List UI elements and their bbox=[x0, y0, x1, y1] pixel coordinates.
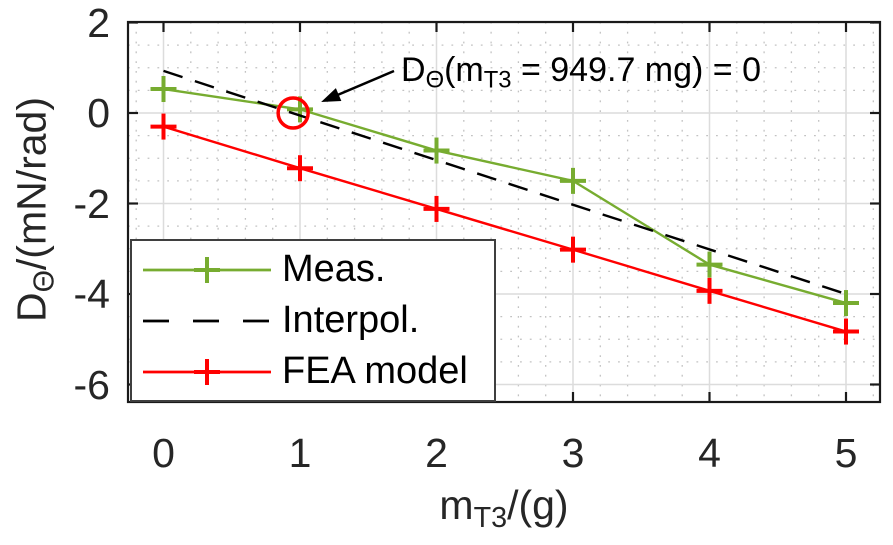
legend-line-sample-icon bbox=[143, 319, 271, 322]
legend-label: Interpol. bbox=[282, 299, 420, 341]
x-label-subscript: T3 bbox=[473, 502, 508, 535]
y-tick-label--2: -2 bbox=[73, 180, 110, 227]
x-label-main: m bbox=[439, 482, 474, 528]
series-line bbox=[163, 125, 847, 333]
series-line bbox=[163, 87, 847, 305]
y-tick-label-2: 2 bbox=[87, 0, 110, 46]
series-line bbox=[163, 69, 847, 296]
legend-line-sample-icon bbox=[143, 358, 271, 385]
legend-line-sample-icon bbox=[143, 256, 271, 283]
x-tick-label-1: 1 bbox=[288, 430, 312, 476]
series-meas bbox=[150, 76, 859, 317]
annotation-shapes bbox=[276, 69, 395, 130]
x-tick-label-3: 3 bbox=[561, 430, 585, 476]
x-tick-label-0: 0 bbox=[152, 430, 175, 476]
x-tick-label-4: 4 bbox=[698, 430, 721, 476]
legend-item-interpol: Interpol. bbox=[142, 296, 490, 346]
annotation-arrow bbox=[332, 69, 395, 99]
legend-item-meas: Meas. bbox=[142, 245, 490, 295]
annotation-arrowhead-icon bbox=[321, 88, 342, 102]
series-fea-model bbox=[150, 113, 859, 345]
y-tick-label--4: -4 bbox=[73, 271, 110, 317]
annotation-text: DΘ(mT3 = 949.7 mg) = 0 bbox=[401, 51, 762, 94]
legend-label: FEA model bbox=[282, 350, 468, 392]
plot-border bbox=[126, 20, 882, 404]
x-label-units: /(g) bbox=[507, 482, 569, 528]
series-interpol bbox=[163, 69, 847, 296]
y-tick-label-0: 0 bbox=[87, 90, 110, 136]
x-tick-label-5: 5 bbox=[834, 430, 858, 476]
zero-crossing-circle-icon bbox=[276, 96, 310, 130]
legend: Meas. Interpol. FEA model bbox=[130, 239, 496, 402]
x-tick-label-2: 2 bbox=[425, 430, 448, 476]
data-series bbox=[150, 69, 859, 345]
x-axis-label: mT3/(g) bbox=[354, 482, 654, 532]
y-tick-label--6: -6 bbox=[73, 361, 110, 408]
legend-label: Meas. bbox=[282, 248, 386, 290]
legend-item-fea-model: FEA model bbox=[142, 347, 490, 397]
